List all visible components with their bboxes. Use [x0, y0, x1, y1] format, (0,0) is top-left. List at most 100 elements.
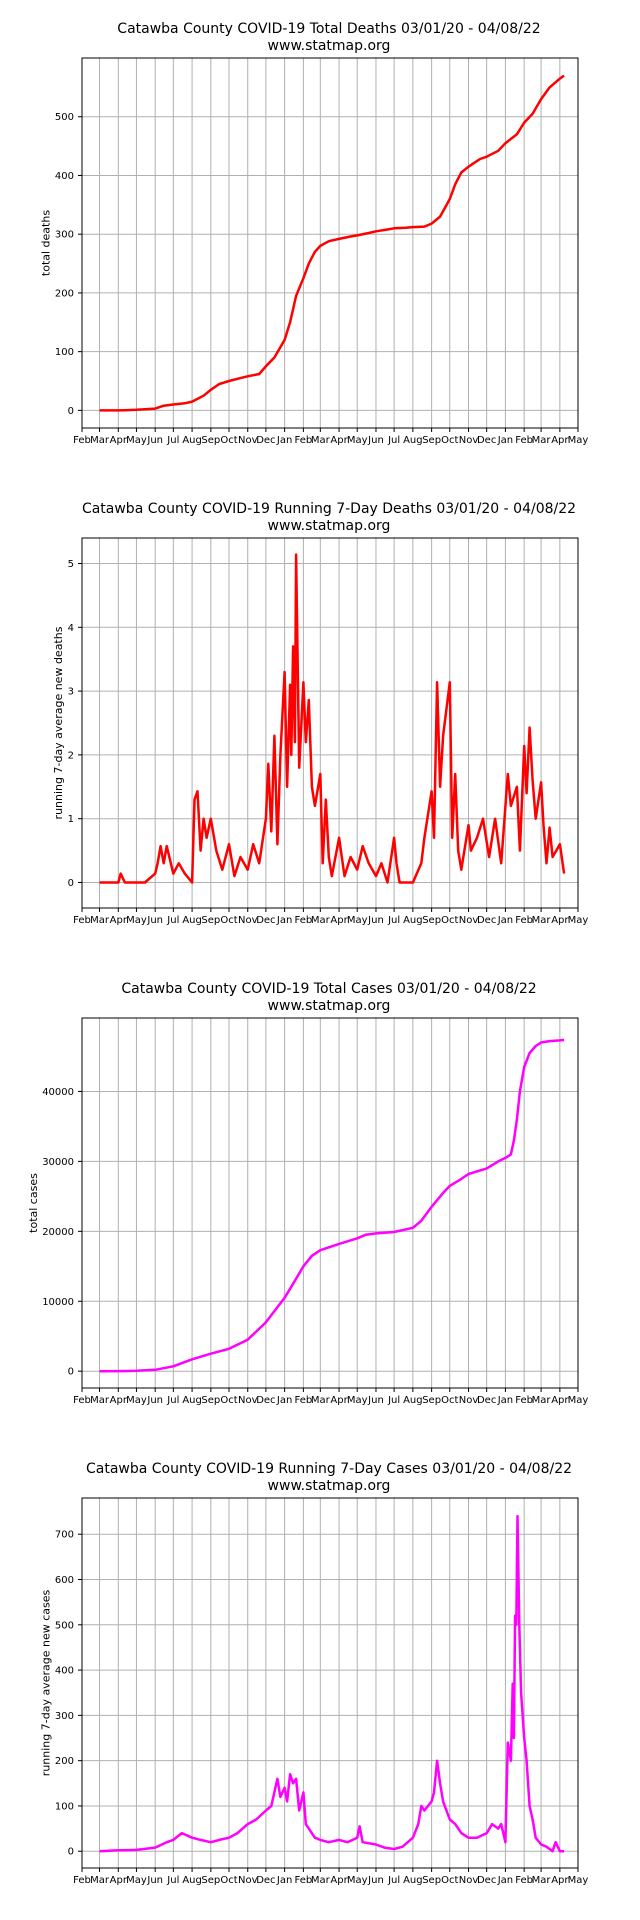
x-tick-label: Mar — [90, 1875, 110, 1886]
x-tick-label: Feb — [73, 915, 91, 926]
x-tick-label: Apr — [110, 1875, 128, 1886]
x-tick-label: Jul — [166, 915, 179, 926]
chart-subtitle: www.statmap.org — [268, 998, 391, 1014]
x-tick-label: May — [126, 1875, 147, 1886]
x-tick-label: Dec — [256, 1875, 275, 1886]
x-tick-label: Jun — [146, 435, 163, 446]
x-tick-label: Apr — [330, 1875, 348, 1886]
x-tick-label: May — [347, 1395, 368, 1406]
x-tick-label: Apr — [330, 1395, 348, 1406]
y-tick-label: 500 — [55, 1620, 74, 1631]
x-tick-label: Dec — [477, 915, 496, 926]
x-tick-label: Jan — [276, 1395, 292, 1406]
chart-4: Catawba County COVID-19 Running 7-Day Ca… — [39, 1461, 588, 1886]
y-tick-label: 4 — [68, 623, 74, 634]
x-tick-label: Mar — [532, 1875, 552, 1886]
y-tick-label: 700 — [55, 1530, 74, 1541]
x-tick-label: Jun — [146, 1875, 163, 1886]
x-tick-label: May — [347, 435, 368, 446]
y-tick-label: 400 — [55, 1666, 74, 1677]
y-tick-label: 3 — [68, 687, 74, 698]
x-tick-label: May — [568, 915, 589, 926]
x-tick-label: Aug — [403, 1395, 423, 1406]
y-tick-label: 30000 — [42, 1157, 74, 1168]
x-tick-label: Dec — [256, 435, 275, 446]
x-tick-label: Mar — [311, 435, 331, 446]
x-tick-label: Jan — [497, 915, 513, 926]
y-tick-label: 0 — [68, 878, 74, 889]
series-line — [99, 553, 566, 884]
x-tick-label: Nov — [459, 435, 479, 446]
x-tick-label: Apr — [110, 435, 128, 446]
y-tick-label: 40000 — [42, 1087, 74, 1098]
y-axis-label: total cases — [27, 1173, 40, 1233]
x-tick-label: Oct — [441, 915, 458, 926]
x-tick-label: Sep — [201, 1395, 220, 1406]
x-tick-label: Jun — [146, 915, 163, 926]
x-tick-label: Jan — [497, 1875, 513, 1886]
x-tick-label: Feb — [515, 1395, 533, 1406]
x-tick-label: Nov — [238, 1395, 258, 1406]
x-tick-label: Aug — [182, 915, 202, 926]
chart-title: Catawba County COVID-19 Running 7-Day Ca… — [86, 1461, 572, 1477]
plot-frame — [81, 537, 579, 909]
y-tick-label: 0 — [68, 1847, 74, 1858]
y-axis-label: total deaths — [39, 210, 52, 276]
x-tick-label: Apr — [110, 1395, 128, 1406]
series-line — [99, 1038, 565, 1373]
x-tick-label: Oct — [441, 1875, 458, 1886]
x-tick-label: Jun — [367, 1395, 384, 1406]
x-tick-label: Oct — [220, 1875, 237, 1886]
x-tick-label: Apr — [551, 435, 569, 446]
x-tick-label: Mar — [90, 1395, 110, 1406]
x-tick-label: Oct — [220, 1395, 237, 1406]
x-tick-label: Dec — [256, 915, 275, 926]
x-tick-label: Apr — [330, 435, 348, 446]
x-tick-label: Oct — [220, 435, 237, 446]
x-tick-label: Feb — [73, 1395, 91, 1406]
x-tick-label: Feb — [515, 435, 533, 446]
plot-frame — [81, 1497, 579, 1869]
x-tick-label: Feb — [295, 1875, 313, 1886]
y-tick-label: 0 — [68, 1367, 74, 1378]
x-tick-label: Jan — [276, 1875, 292, 1886]
y-tick-label: 200 — [55, 288, 74, 299]
y-tick-label: 20000 — [42, 1227, 74, 1238]
x-tick-label: Nov — [238, 915, 258, 926]
x-tick-label: May — [126, 1395, 147, 1406]
x-tick-label: Jun — [367, 1875, 384, 1886]
x-tick-label: Jul — [387, 1875, 400, 1886]
x-tick-label: Nov — [459, 1875, 479, 1886]
x-tick-label: Jun — [146, 1395, 163, 1406]
x-tick-label: Feb — [515, 915, 533, 926]
y-axis-label: running 7-day average new deaths — [52, 626, 65, 819]
y-tick-label: 100 — [55, 1801, 74, 1812]
y-tick-label: 500 — [55, 112, 74, 123]
x-tick-label: Jan — [276, 435, 292, 446]
x-tick-label: Feb — [295, 1395, 313, 1406]
x-tick-label: Nov — [459, 1395, 479, 1406]
x-tick-label: Mar — [90, 915, 110, 926]
plot-frame — [81, 57, 579, 429]
x-tick-label: Feb — [73, 435, 91, 446]
x-tick-label: Mar — [532, 1395, 552, 1406]
x-tick-label: Sep — [201, 915, 220, 926]
x-tick-label: Jul — [166, 1875, 179, 1886]
y-tick-label: 5 — [68, 559, 74, 570]
x-tick-label: May — [568, 435, 589, 446]
chart-2: Catawba County COVID-19 Running 7-Day De… — [52, 501, 589, 926]
chart-1: Catawba County COVID-19 Total Deaths 03/… — [39, 21, 589, 446]
x-tick-label: Jan — [497, 1395, 513, 1406]
x-tick-label: Aug — [182, 1395, 202, 1406]
y-tick-label: 400 — [55, 171, 74, 182]
chart-subtitle: www.statmap.org — [268, 1478, 391, 1494]
x-tick-label: Apr — [110, 915, 128, 926]
chart-title: Catawba County COVID-19 Total Cases 03/0… — [121, 981, 536, 997]
x-tick-label: May — [126, 915, 147, 926]
chart-title: Catawba County COVID-19 Running 7-Day De… — [82, 501, 576, 517]
x-tick-label: Jun — [367, 435, 384, 446]
y-tick-label: 1 — [68, 814, 74, 825]
x-tick-label: Nov — [238, 1875, 258, 1886]
x-tick-label: Aug — [403, 915, 423, 926]
series-line — [99, 74, 565, 412]
